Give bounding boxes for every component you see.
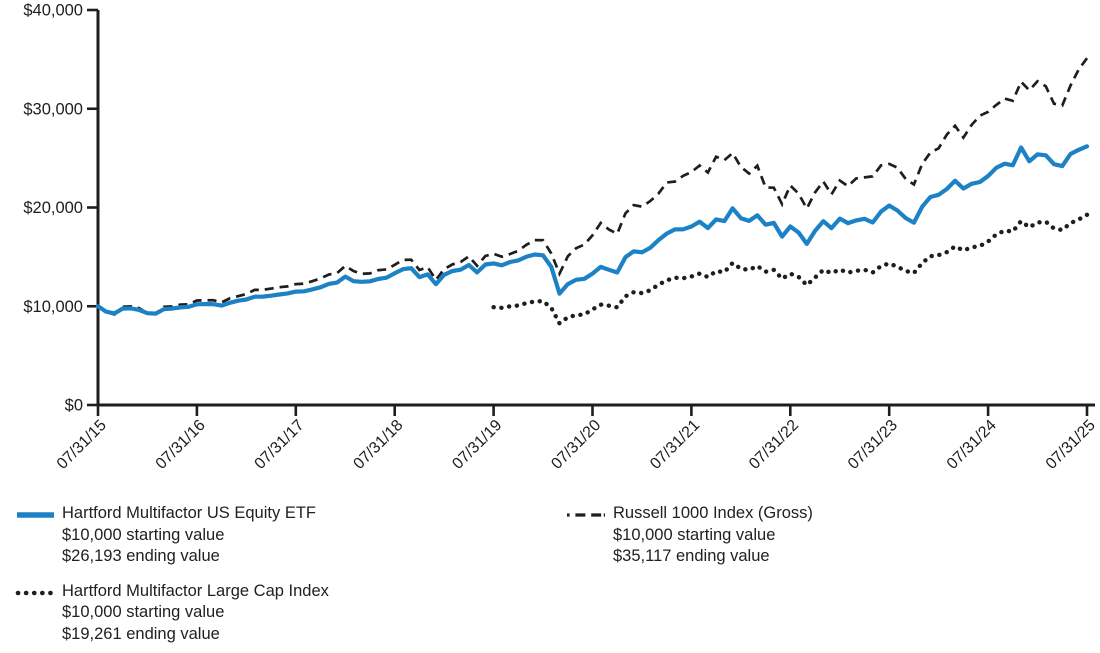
index-dotted-line-swatch — [14, 581, 62, 604]
x-axis-label: 07/31/15 — [54, 417, 110, 473]
x-axis-label: 07/31/19 — [449, 417, 505, 473]
x-axis-label: 07/31/16 — [153, 417, 209, 473]
x-axis-label: 07/31/25 — [1043, 417, 1099, 473]
legend-item-russell: Russell 1000 Index (Gross) $10,000 start… — [565, 503, 1100, 568]
legend-label: Hartford Multifactor Large Cap Index — [62, 581, 329, 600]
growth-chart: $0 $10,000 $20,000 $30,000 $40,000 07/31/15 07… — [23, 2, 1099, 473]
legend-ending-value: $19,261 ending value — [62, 624, 220, 643]
y-axis-label: $10,000 — [23, 298, 83, 316]
x-axis-label: 07/31/18 — [350, 417, 406, 473]
chart-legend: Hartford Multifactor US Equity ETF $10,0… — [0, 503, 1100, 645]
legend-text-large-cap-index: Hartford Multifactor Large Cap Index $10… — [62, 581, 329, 646]
legend-text-russell: Russell 1000 Index (Gross) $10,000 start… — [613, 503, 813, 568]
series-line-dotted — [491, 212, 1090, 327]
y-axis-label: $30,000 — [23, 100, 83, 118]
russell-dashed-line-swatch — [565, 503, 613, 526]
solid-line-icon — [17, 512, 54, 518]
legend-ending-value: $26,193 ending value — [62, 547, 220, 565]
x-axis-label: 07/31/17 — [252, 417, 308, 473]
legend-label: Hartford Multifactor US Equity ETF — [62, 504, 316, 522]
series-line-solid — [95, 144, 1090, 316]
x-axis-label: 07/31/21 — [647, 417, 703, 473]
series-line-dashed — [97, 57, 1089, 317]
legend-ending-value: $35,117 ending value — [613, 547, 770, 565]
x-axis-label: 07/31/22 — [746, 417, 802, 473]
dashed-line-icon — [567, 513, 605, 517]
dotted-line-icon — [15, 590, 57, 595]
y-axis-label: $40,000 — [23, 2, 83, 20]
x-axis-label: 07/31/20 — [548, 417, 604, 473]
legend-starting-value: $10,000 starting value — [62, 603, 225, 621]
axis-lines — [96, 10, 1095, 407]
x-axis-label: 07/31/24 — [944, 417, 1000, 473]
legend-item-large-cap-index: Hartford Multifactor Large Cap Index $10… — [14, 581, 565, 646]
legend-item-etf: Hartford Multifactor US Equity ETF $10,0… — [14, 503, 565, 568]
legend-starting-value: $10,000 starting value — [62, 525, 225, 544]
y-axis-label: $20,000 — [23, 199, 83, 217]
legend-label: Russell 1000 Index (Gross) — [613, 504, 813, 522]
legend-starting-value: $10,000 starting value — [613, 525, 776, 544]
legend-column-left: Hartford Multifactor US Equity ETF $10,0… — [14, 503, 565, 645]
etf-solid-line-swatch — [14, 503, 62, 526]
x-axis-label: 07/31/23 — [845, 417, 901, 473]
y-axis-label: $0 — [65, 397, 83, 415]
legend-text-etf: Hartford Multifactor US Equity ETF $10,0… — [62, 503, 316, 568]
legend-column-right: Russell 1000 Index (Gross) $10,000 start… — [565, 503, 1100, 568]
